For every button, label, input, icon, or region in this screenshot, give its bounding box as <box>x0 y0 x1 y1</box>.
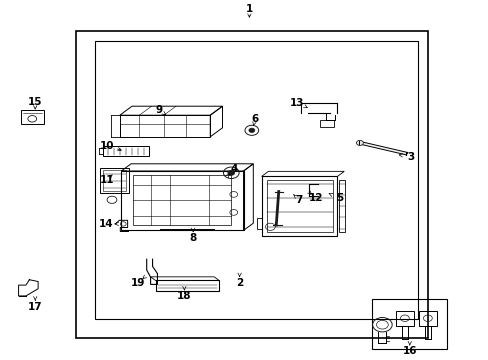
Bar <box>103 170 125 191</box>
Text: 11: 11 <box>99 175 114 185</box>
Bar <box>133 175 231 225</box>
Bar <box>95 41 417 319</box>
Bar <box>76 31 427 338</box>
Text: 8: 8 <box>189 233 196 243</box>
Circle shape <box>248 128 254 132</box>
Bar <box>261 176 337 236</box>
Bar <box>418 311 436 326</box>
Text: 2: 2 <box>236 278 243 288</box>
Text: 10: 10 <box>99 141 114 151</box>
Bar <box>121 171 243 230</box>
Text: 18: 18 <box>177 291 191 301</box>
Bar <box>266 180 332 232</box>
Text: 7: 7 <box>295 195 303 205</box>
Bar <box>395 311 413 326</box>
Bar <box>320 120 333 127</box>
Bar <box>339 180 345 232</box>
Bar <box>20 110 44 124</box>
Text: 17: 17 <box>28 302 42 312</box>
Text: 6: 6 <box>251 114 258 124</box>
Text: 9: 9 <box>155 105 162 115</box>
Text: 5: 5 <box>335 193 342 203</box>
Text: 1: 1 <box>245 4 252 14</box>
Text: 3: 3 <box>407 152 413 162</box>
Bar <box>155 280 219 291</box>
Text: 12: 12 <box>308 193 323 203</box>
Text: 14: 14 <box>99 219 114 229</box>
Text: 19: 19 <box>130 278 145 288</box>
Text: 15: 15 <box>28 96 42 107</box>
Circle shape <box>227 170 234 175</box>
Polygon shape <box>359 142 407 155</box>
Text: 13: 13 <box>289 98 304 108</box>
Bar <box>371 299 447 349</box>
Bar <box>100 168 128 193</box>
Bar <box>102 146 149 156</box>
Circle shape <box>356 140 363 145</box>
Text: 16: 16 <box>402 346 416 356</box>
Text: 4: 4 <box>229 164 237 174</box>
